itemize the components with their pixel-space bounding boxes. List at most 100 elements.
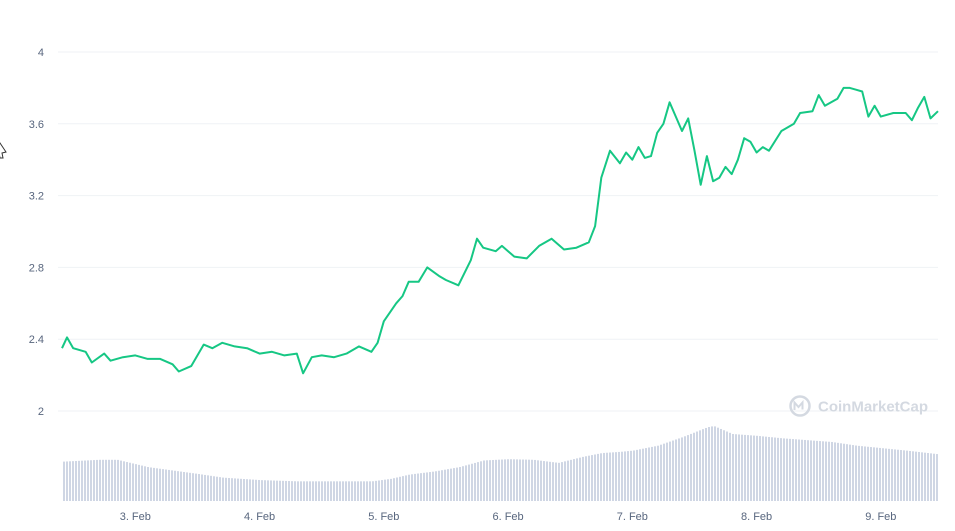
volume-bar (519, 459, 521, 501)
volume-bar (324, 481, 326, 501)
volume-bar (180, 471, 182, 501)
volume-bar (510, 459, 512, 501)
volume-bar (813, 440, 815, 501)
volume-bar (168, 469, 170, 501)
x-axis-ticks: 3. Feb 4. Feb 5. Feb 6. Feb 7. Feb 8. Feb 9. F… (120, 511, 897, 523)
volume-bar (918, 451, 920, 501)
volume-bar (294, 481, 296, 501)
volume-bar (816, 440, 818, 501)
volume-bar (429, 472, 431, 501)
volume-bar (450, 468, 452, 501)
volume-bar (690, 433, 692, 501)
volume-bar (78, 460, 80, 501)
volume-bar (720, 428, 722, 501)
volume-bar (732, 434, 734, 501)
volume-bar (555, 462, 557, 501)
volume-bar (351, 481, 353, 501)
volume-bar (780, 438, 782, 501)
volume-bar (885, 448, 887, 501)
volume-bar (234, 478, 236, 501)
volume-bar (252, 479, 254, 501)
volume-bar (621, 451, 623, 501)
volume-bar (591, 455, 593, 501)
price-series (61, 86, 939, 375)
volume-bar (408, 474, 410, 501)
y-axis-ticks: 2 2.4 2.8 3.2 3.6 4 (29, 47, 44, 418)
volume-bar (636, 449, 638, 501)
volume-bar (108, 459, 110, 501)
volume-bar (687, 435, 689, 501)
volume-bar (339, 481, 341, 501)
volume-bar (315, 481, 317, 501)
volume-bar (135, 464, 137, 501)
volume-bar (102, 459, 104, 501)
volume-bar (672, 440, 674, 501)
volume-bar (894, 449, 896, 501)
volume-bar (183, 471, 185, 501)
volume-bar (618, 451, 620, 501)
volume-bar (222, 477, 224, 501)
volume-bar (471, 463, 473, 501)
volume-bar (792, 439, 794, 501)
volume-bar (198, 474, 200, 501)
volume-bar (378, 480, 380, 501)
volume-bar (405, 475, 407, 501)
volume-bar (723, 430, 725, 501)
volume-bar (702, 429, 704, 501)
volume-bar (612, 452, 614, 501)
volume-bar (627, 451, 629, 501)
volume-bar (279, 480, 281, 501)
volume-bar (225, 477, 227, 501)
volume-bar (561, 462, 563, 501)
volume-bar (534, 459, 536, 501)
volume-bar (888, 448, 890, 501)
volume-bar (864, 446, 866, 501)
volume-bar (156, 468, 158, 501)
volume-bar (393, 478, 395, 501)
volume-bar (507, 459, 509, 501)
volume-bar (357, 481, 359, 501)
volume-bar (492, 459, 494, 501)
x-tick-label: 9. Feb (865, 511, 896, 523)
volume-bar (495, 459, 497, 501)
gridlines (58, 51, 938, 412)
volume-bar (708, 427, 710, 501)
volume-bar (570, 459, 572, 501)
volume-bar (603, 452, 605, 501)
volume-bar (903, 450, 905, 501)
volume-bar (474, 462, 476, 501)
volume-bar (525, 459, 527, 501)
volume-bar (750, 435, 752, 501)
volume-bar (684, 436, 686, 501)
volume-bar (783, 438, 785, 501)
volume-bar (678, 438, 680, 501)
volume-bar (759, 436, 761, 501)
volume-bar (462, 466, 464, 501)
volume-bar (114, 459, 116, 501)
coinmarketcap-logo-icon (789, 395, 811, 417)
volume-bar (573, 459, 575, 501)
volume-bar (144, 466, 146, 501)
volume-bar (543, 461, 545, 501)
volume-bar (849, 444, 851, 501)
y-tick-label: 3.2 (29, 191, 44, 203)
volume-bar (531, 459, 533, 501)
volume-bar (123, 461, 125, 501)
volume-bar (855, 445, 857, 501)
volume-bar (588, 455, 590, 501)
volume-bar (459, 467, 461, 501)
volume-bar (549, 461, 551, 501)
volume-bar (270, 480, 272, 501)
volume-bar (354, 481, 356, 501)
volume-bar (117, 459, 119, 501)
volume-bar (318, 481, 320, 501)
volume-bar (666, 442, 668, 501)
volume-bar (303, 481, 305, 501)
volume-bar (147, 467, 149, 501)
volume-bar (753, 435, 755, 501)
x-tick-label: 4. Feb (244, 511, 275, 523)
watermark-label: CoinMarketCap (818, 399, 928, 416)
volume-bar (81, 460, 83, 501)
volume-bar (768, 436, 770, 501)
volume-bar (828, 441, 830, 501)
